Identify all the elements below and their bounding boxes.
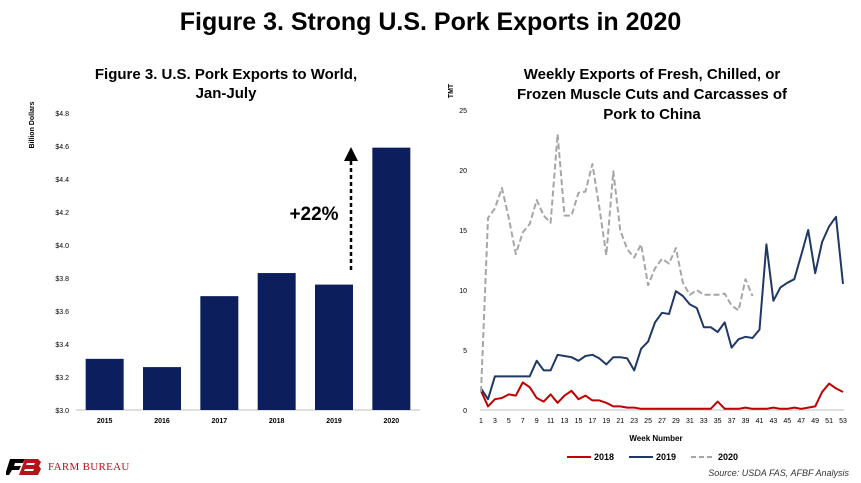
line-chart-x-tick-label: 5	[507, 418, 511, 425]
line-chart-y-tick-label: 10	[459, 288, 467, 295]
farm-bureau-logo-icon	[6, 459, 41, 475]
bar-chart-y-tick-label: $3.8	[55, 276, 69, 283]
line-chart-title-line-3: Pork to China	[603, 106, 701, 123]
bar-chart-y-tick-label: $4.2	[55, 210, 69, 217]
line-chart-x-tick-label: 51	[825, 418, 833, 425]
line-chart-x-tick-label: 17	[588, 418, 596, 425]
line-chart-x-tick-label: 45	[783, 418, 791, 425]
series-line-2019	[480, 215, 844, 401]
bar-chart-title-line-2: Jan-July	[196, 85, 258, 102]
bar-chart-title-line-1: Figure 3. U.S. Pork Exports to World,	[95, 66, 357, 83]
line-chart-y-axis-label: TMT	[448, 83, 455, 98]
bar-2016	[143, 367, 181, 410]
line-chart-x-tick-label: 53	[839, 418, 847, 425]
line-chart-x-tick-label: 25	[644, 418, 652, 425]
line-chart-x-tick-label: 21	[616, 418, 624, 425]
bar-chart-x-tick-label: 2018	[269, 418, 285, 425]
bar-chart-y-tick-label: $4.6	[55, 144, 69, 151]
line-chart-legend: 2018 2019 2020	[567, 452, 738, 462]
line-chart-x-tick-label: 29	[672, 418, 680, 425]
bar-chart-x-tick-label: 2015	[97, 418, 113, 425]
bar-chart-y-tick-label: $3.4	[55, 342, 69, 349]
line-chart-y-tick-label: 25	[459, 108, 467, 115]
line-chart-title-line-2: Frozen Muscle Cuts and Carcasses of	[517, 86, 788, 103]
bar-chart-y-axis-label: Billion Dollars	[29, 101, 36, 148]
line-chart-x-tick-label: 19	[602, 418, 610, 425]
line-chart-x-tick-label: 47	[797, 418, 805, 425]
bar-chart-y-tick-label: $3.2	[55, 375, 69, 382]
page-title: Figure 3. Strong U.S. Pork Exports in 20…	[179, 8, 682, 36]
bar-2019	[315, 284, 353, 410]
bar-chart-y-tick-label: $3.6	[55, 309, 69, 316]
line-chart-x-tick-label: 9	[535, 418, 539, 425]
line-chart-x-tick-label: 31	[686, 418, 694, 425]
source-note: Source: USDA FAS, AFBF Analysis	[708, 468, 849, 478]
line-chart-x-tick-label: 41	[756, 418, 764, 425]
bar-chart: Figure 3. U.S. Pork Exports to World, Ja…	[29, 66, 420, 425]
legend-label-2018: 2018	[594, 452, 614, 462]
line-chart-y-tick-label: 5	[463, 348, 467, 355]
line-chart-x-tick-label: 13	[561, 418, 569, 425]
line-chart-x-tick-label: 49	[811, 418, 819, 425]
line-chart-y-tick-label: 20	[459, 168, 467, 175]
line-chart-x-tick-label: 43	[769, 418, 777, 425]
bar-chart-x-tick-label: 2020	[384, 418, 400, 425]
line-chart-x-axis-label: Week Number	[629, 434, 682, 443]
line-chart-x-tick-label: 33	[700, 418, 708, 425]
growth-annotation: +22%	[289, 204, 338, 225]
series-line-2018	[480, 381, 844, 410]
line-chart-x-tick-label: 39	[742, 418, 750, 425]
line-chart-title-line-1: Weekly Exports of Fresh, Chilled, or	[524, 66, 781, 83]
line-chart-x-tick-label: 23	[630, 418, 638, 425]
bar-2017	[200, 296, 239, 410]
bar-chart-y-tick-label: $4.0	[55, 243, 69, 250]
bar-chart-y-tick-label: $4.8	[55, 111, 69, 118]
bar-chart-y-tick-label: $4.4	[55, 177, 69, 184]
line-chart-y-tick-label: 15	[459, 228, 467, 235]
line-chart-x-tick-label: 7	[521, 418, 525, 425]
line-chart-x-tick-label: 11	[547, 418, 554, 425]
bar-chart-y-tick-label: $3.0	[55, 408, 69, 415]
line-chart-x-tick-label: 35	[714, 418, 722, 425]
bar-2018	[257, 273, 296, 410]
legend-label-2020: 2020	[718, 452, 738, 462]
bar-chart-x-tick-label: 2019	[326, 418, 342, 425]
series-line-2020	[480, 133, 754, 393]
brand-name: FARM BUREAU	[48, 461, 130, 473]
line-chart-x-tick-label: 1	[479, 418, 483, 425]
bar-2020	[372, 147, 411, 410]
bar-chart-x-tick-label: 2017	[212, 418, 228, 425]
legend-label-2019: 2019	[656, 452, 676, 462]
growth-arrow-head	[344, 147, 358, 161]
farm-bureau-logo: FARM BUREAU	[6, 458, 130, 476]
line-chart: Weekly Exports of Fresh, Chilled, or Fro…	[448, 66, 847, 462]
line-chart-x-tick-label: 3	[493, 418, 497, 425]
line-chart-x-tick-label: 15	[575, 418, 583, 425]
bar-chart-x-tick-label: 2016	[154, 418, 170, 425]
line-chart-x-tick-label: 37	[728, 418, 736, 425]
bar-2015	[85, 358, 124, 410]
line-chart-x-tick-label: 27	[658, 418, 666, 425]
line-chart-y-tick-label: 0	[463, 408, 467, 415]
